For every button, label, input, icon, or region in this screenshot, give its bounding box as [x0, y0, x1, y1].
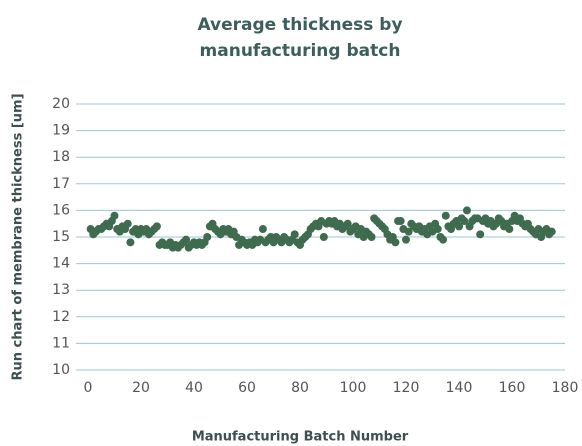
point	[343, 219, 352, 228]
point	[547, 227, 556, 236]
chart-title: Average thickness by manufacturing batch	[197, 15, 403, 61]
point	[460, 217, 469, 226]
point	[319, 233, 328, 241]
point	[258, 225, 267, 234]
x-tick-label: 120	[393, 380, 420, 396]
y-tick-label: 17	[52, 176, 70, 192]
point	[182, 235, 191, 244]
point	[391, 238, 400, 247]
x-tick-label: 20	[132, 380, 150, 396]
x-tick-label: 100	[340, 380, 367, 396]
point	[396, 217, 405, 226]
x-tick-label: 80	[291, 380, 309, 396]
point	[505, 225, 514, 234]
point	[123, 219, 132, 228]
x-tick-label: 40	[185, 380, 203, 396]
point	[367, 233, 376, 241]
y-tick-label: 13	[52, 282, 70, 298]
y-tick-label: 14	[52, 256, 70, 272]
point	[404, 227, 413, 236]
y-axis-label: Run chart of membrane thickness [um]	[11, 93, 26, 380]
point	[290, 230, 299, 239]
point	[433, 225, 442, 234]
y-tick-label: 18	[52, 149, 70, 165]
point	[441, 211, 450, 220]
x-tick-label: 0	[84, 380, 93, 396]
x-tick-label: 60	[238, 380, 256, 396]
point	[126, 238, 135, 247]
point	[462, 206, 471, 215]
point	[152, 222, 161, 231]
y-tick-label: 10	[52, 362, 70, 378]
point	[110, 211, 119, 220]
y-tick-label: 11	[52, 335, 70, 351]
point	[203, 233, 212, 241]
point	[402, 235, 410, 244]
point	[455, 222, 463, 231]
y-tick-label: 15	[52, 229, 70, 245]
point	[476, 230, 485, 239]
x-axis-label: Manufacturing Batch Number	[192, 430, 409, 445]
y-tick-label: 19	[52, 123, 70, 139]
point	[439, 235, 448, 244]
x-tick-label: 140	[446, 380, 473, 396]
y-tick-label: 16	[52, 202, 70, 218]
x-tick-label: 180	[552, 380, 579, 396]
y-tick-label: 12	[52, 309, 70, 325]
y-tick-label: 20	[52, 96, 70, 112]
x-tick-label: 160	[499, 380, 526, 396]
